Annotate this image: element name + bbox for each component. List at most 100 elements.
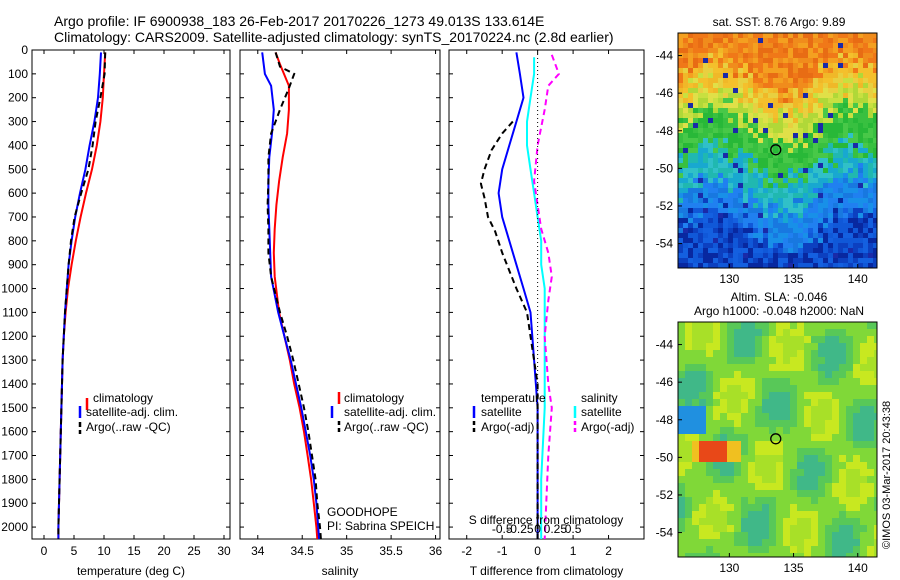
map-cell	[832, 490, 839, 497]
map-cell	[868, 168, 873, 173]
map-cell	[768, 213, 773, 218]
map-cell	[828, 68, 833, 73]
map-cell	[833, 143, 838, 148]
map-cell	[718, 48, 723, 53]
map-cell	[683, 163, 688, 168]
map-cell	[713, 243, 718, 248]
map-cell	[762, 322, 769, 329]
map-cell	[839, 476, 846, 483]
map-cell	[833, 203, 838, 208]
map-cell	[778, 203, 783, 208]
map-cell	[693, 98, 698, 103]
map-cell	[823, 108, 828, 113]
map-cell	[776, 441, 783, 448]
map-cell	[853, 143, 858, 148]
map-cell	[713, 427, 720, 434]
map-cell	[720, 525, 727, 532]
map-cell	[803, 128, 808, 133]
map-cell	[868, 198, 873, 203]
map-cell	[713, 108, 718, 113]
map-cell	[778, 153, 783, 158]
map-cell	[683, 108, 688, 113]
map-cell	[783, 208, 788, 213]
map-cell	[678, 143, 683, 148]
map-cell	[853, 441, 860, 448]
map-cell	[778, 193, 783, 198]
map-cell	[762, 539, 769, 546]
map-cell	[741, 399, 748, 406]
map-cell	[843, 138, 848, 143]
map-cell	[755, 462, 762, 469]
map-cell	[813, 253, 818, 258]
map-cell	[698, 153, 703, 158]
map-cell	[818, 532, 825, 539]
map-cell	[843, 203, 848, 208]
map-cell	[804, 413, 811, 420]
map-cell	[683, 218, 688, 223]
map-cell	[768, 53, 773, 58]
map-cell	[808, 103, 813, 108]
map-cell	[853, 48, 858, 53]
map-cell	[678, 350, 685, 357]
map-cell	[823, 98, 828, 103]
map-cell	[720, 469, 727, 476]
map-cell	[798, 208, 803, 213]
map-cell	[728, 148, 733, 153]
map-cell	[788, 263, 793, 268]
map-cell	[843, 168, 848, 173]
map-cell	[868, 173, 873, 178]
map-cell	[818, 38, 823, 43]
map-cell	[762, 525, 769, 532]
map-cell	[813, 53, 818, 58]
map-cell	[688, 203, 693, 208]
map-cell	[685, 504, 692, 511]
map-cell	[783, 350, 790, 357]
map-cell	[823, 138, 828, 143]
map-cell	[713, 248, 718, 253]
map-cell	[768, 153, 773, 158]
y-tick-label: 1300	[1, 353, 28, 367]
map-cell	[828, 258, 833, 263]
map-cell	[783, 497, 790, 504]
map-cell	[748, 228, 753, 233]
map-cell	[867, 497, 874, 504]
map-cell	[797, 343, 804, 350]
map-cell	[769, 469, 776, 476]
map-cell	[703, 253, 708, 258]
map-cell	[825, 364, 832, 371]
map-cell	[868, 183, 873, 188]
map-cell	[743, 33, 748, 38]
map-cell	[798, 63, 803, 68]
map-cell	[698, 113, 703, 118]
map-cell	[692, 427, 699, 434]
map-cell	[783, 108, 788, 113]
map-cell	[788, 88, 793, 93]
map-cell	[778, 73, 783, 78]
map-cell	[758, 108, 763, 113]
y-tick-label: 700	[8, 210, 28, 224]
map-cell	[848, 68, 853, 73]
map-cell	[853, 223, 858, 228]
map-cell	[811, 546, 818, 553]
map-cell	[741, 469, 748, 476]
map-cell	[803, 153, 808, 158]
map-cell	[706, 518, 713, 525]
map-cell	[843, 83, 848, 88]
sla-map: 130 135 140-44-46-48-50-52-54	[656, 322, 877, 575]
map-cell	[706, 343, 713, 350]
map-cell	[797, 497, 804, 504]
map-cell	[738, 153, 743, 158]
map-cell	[713, 448, 720, 455]
map-cell	[776, 518, 783, 525]
map-cell	[783, 329, 790, 336]
map-cell	[858, 103, 863, 108]
map-cell	[758, 133, 763, 138]
map-cell	[703, 48, 708, 53]
map-cell	[811, 497, 818, 504]
map-cell	[818, 188, 823, 193]
map-cell	[873, 198, 877, 203]
map-cell	[733, 118, 738, 123]
map-cell	[773, 238, 778, 243]
map-cell	[723, 238, 728, 243]
map-cell	[839, 546, 846, 553]
